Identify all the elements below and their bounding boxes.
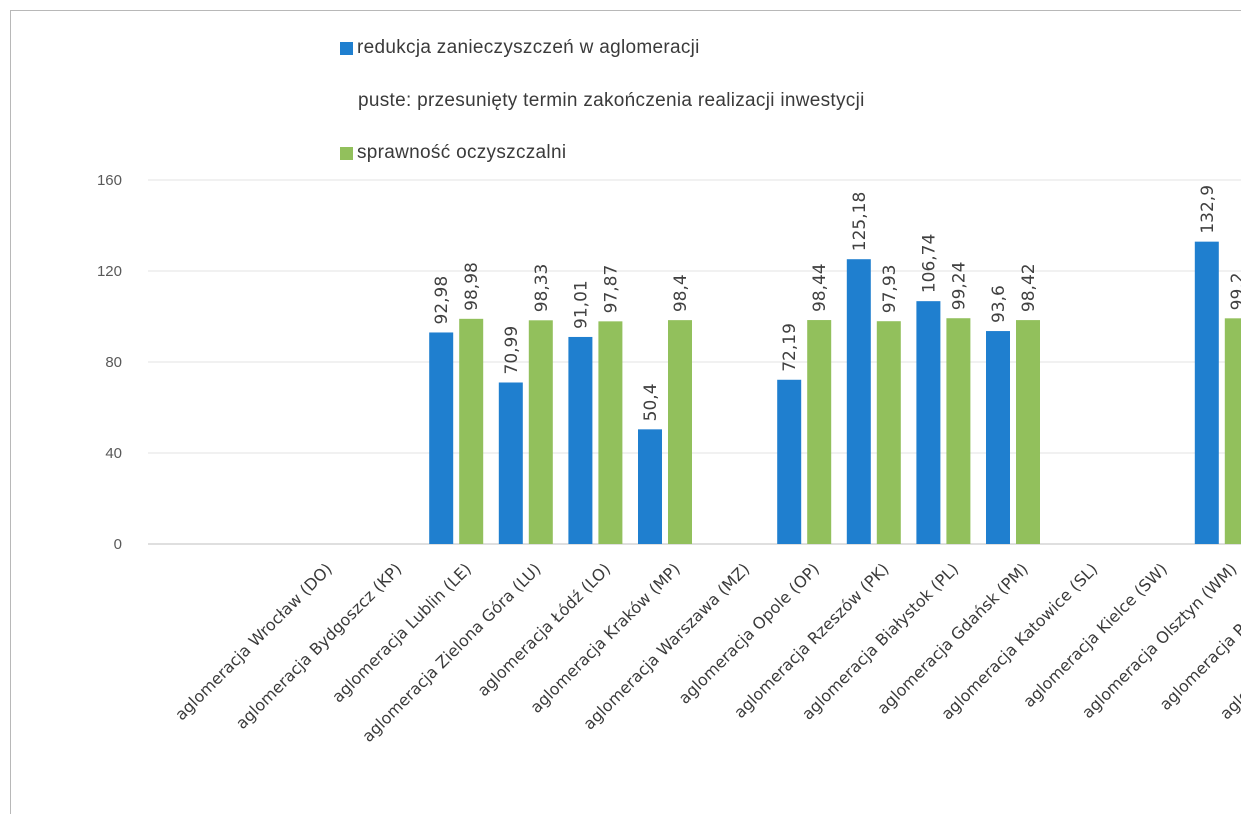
- legend-label-efficiency: sprawność oczyszczalni: [357, 142, 567, 163]
- bar-efficiency: [668, 320, 692, 544]
- y-tick-label: 120: [97, 263, 122, 280]
- data-label-efficiency: 99,2: [1228, 272, 1241, 310]
- y-tick-label: 160: [97, 172, 122, 189]
- category-label: aglomeracja Lublin (LE): [328, 559, 475, 706]
- bar-reduction: [777, 379, 802, 544]
- data-label-efficiency: 98,98: [462, 262, 482, 311]
- data-label-efficiency: 98,42: [1019, 263, 1039, 312]
- data-label-reduction: 72,19: [780, 323, 800, 372]
- legend-item-empty-note: puste: przesunięty termin zakończenia re…: [358, 89, 865, 113]
- data-label-efficiency: 99,24: [949, 262, 969, 311]
- bar-efficiency: [807, 320, 832, 544]
- y-tick-label: 0: [114, 536, 122, 553]
- bar-efficiency: [876, 321, 901, 544]
- data-label-reduction: 70,99: [502, 326, 522, 375]
- bar-efficiency: [459, 318, 484, 544]
- bar-efficiency: [1224, 318, 1241, 544]
- data-label-efficiency: 98,33: [532, 264, 552, 313]
- data-label-reduction: 93,6: [989, 285, 1009, 323]
- bar-reduction: [916, 301, 941, 544]
- bar-reduction: [498, 382, 523, 544]
- data-label-efficiency: 97,87: [601, 265, 621, 314]
- chart-frame: [10, 10, 1241, 814]
- data-label-reduction: 92,98: [432, 276, 452, 325]
- bar-efficiency: [598, 321, 623, 544]
- legend-label-reduction: redukcja zanieczyszczeń w aglomeracji: [357, 37, 700, 58]
- data-label-efficiency: 97,93: [880, 265, 900, 314]
- data-label-reduction: 125,18: [850, 192, 870, 251]
- data-label-reduction: 50,4: [641, 383, 661, 421]
- bar-reduction: [1194, 241, 1219, 544]
- legend-swatch-efficiency: [340, 146, 353, 160]
- bar-reduction: [986, 331, 1010, 544]
- y-tick-label: 40: [105, 445, 122, 462]
- data-label-reduction: 132,9: [1198, 185, 1218, 234]
- data-label-reduction: 91,01: [571, 280, 591, 329]
- bar-reduction: [638, 429, 662, 544]
- chart-legend: redukcja zanieczyszczeń w aglomeracji pu…: [0, 0, 1241, 170]
- bar-efficiency: [1016, 320, 1040, 544]
- legend-label-empty-note: puste: przesunięty termin zakończenia re…: [358, 90, 865, 111]
- legend-swatch-reduction: [340, 41, 353, 55]
- bar-reduction: [568, 336, 593, 544]
- y-tick-label: 80: [105, 354, 122, 371]
- data-label-efficiency: 98,4: [671, 274, 691, 312]
- data-label-efficiency: 98,44: [810, 263, 830, 312]
- legend-item-reduction: redukcja zanieczyszczeń w aglomeracji: [340, 36, 700, 60]
- category-label: aglomeracja Łódź (LO): [474, 559, 615, 700]
- data-label-reduction: 106,74: [919, 234, 939, 293]
- legend-item-efficiency: sprawność oczyszczalni: [340, 141, 566, 165]
- bar-efficiency: [528, 320, 553, 544]
- bar-efficiency: [946, 318, 971, 544]
- category-label: aglomeracja Opole (OP): [675, 559, 823, 707]
- bar-reduction: [846, 259, 871, 544]
- category-label: aglomeracja Kielce (SW): [1019, 559, 1171, 711]
- bar-reduction: [429, 332, 454, 544]
